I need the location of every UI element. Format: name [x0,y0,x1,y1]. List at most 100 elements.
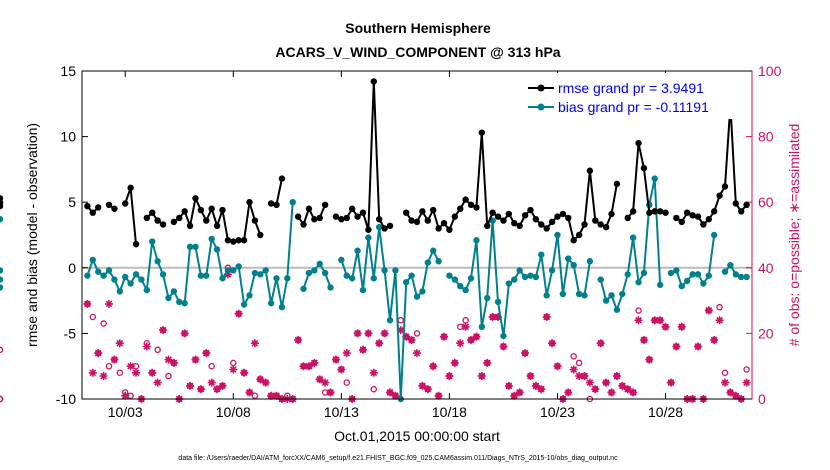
rmse-point [435,225,442,232]
obs-possible-point [743,366,750,373]
obs-assimilated-point [715,316,724,325]
bias-point [154,258,161,265]
obs-assimilated-point [472,332,481,341]
obs-assimilated-point [121,391,130,400]
bias-point [554,231,561,239]
obs-possible-point [154,346,161,354]
bias-point [532,273,540,281]
bias-point [267,300,275,307]
rmse-point [365,226,372,233]
rmse-point [219,206,226,214]
obs-assimilated-point [645,355,654,364]
rmse-point [419,208,426,215]
rmse-point [700,221,707,228]
rmse-point [111,205,118,212]
rmse-point [683,209,691,216]
y-tick-label: -5 [64,325,77,341]
bias-point [408,272,415,279]
y2-axis-label: # of obs: o=possible; ∗=assimilated [786,124,802,347]
rmse-point [132,240,140,248]
obs-assimilated-point [591,385,600,394]
obs-assimilated-point [337,365,346,374]
obs-assimilated-point [531,381,540,390]
x-tick-label: 10/18 [432,404,467,420]
bias-point [316,260,323,268]
x-tick-label: 10/08 [216,404,251,420]
rmse-point [451,213,459,220]
obs-assimilated-point [672,342,681,351]
rmse-point [462,196,469,203]
bias-point [467,275,475,282]
obs-assimilated-point [656,316,665,325]
obs-assimilated-point [207,378,216,387]
bias-point [473,237,480,244]
rmse-point [532,216,540,223]
bias-point [0,276,4,283]
bias-point [381,267,388,274]
rmse-point [640,164,648,172]
bias-point [392,267,399,274]
bias-point [0,284,4,291]
rmse-point [197,206,205,214]
rmse-line [146,211,164,226]
rmse-point [413,218,421,226]
rmse-point [430,206,437,214]
bias-point [197,272,205,279]
legend-marker-rmse [537,84,545,92]
obs-assimilated-point [396,326,405,335]
y-tick-label: 0 [68,260,76,276]
rmse-point [230,238,237,245]
rmse-point [721,183,729,190]
bias-point [700,280,707,287]
rmse-point [629,208,637,215]
y2-tick-label: 60 [758,194,774,210]
rmse-point [467,201,475,209]
obs-assimilated-point [326,388,335,397]
obs-possible-point [635,307,642,314]
obs-assimilated-point [542,313,551,321]
rmse-point [743,201,750,209]
bias-point [559,290,567,298]
rmse-point [246,199,253,206]
bias-point [705,272,712,279]
rmse-point [143,214,151,222]
bias-point [95,268,102,275]
rmse-point [592,217,599,224]
obs-possible-point [208,362,215,370]
rmse-point [635,139,642,147]
obs-possible-point [251,392,259,399]
bias-point [138,276,145,283]
bias-point [727,261,734,269]
rmse-point [737,208,745,215]
obs-assimilated-point [375,339,384,348]
bias-point [732,271,739,278]
bias-point [500,332,507,340]
rmse-point [381,225,388,232]
obs-assimilated-point [380,329,389,338]
bias-point [0,216,4,223]
bias-point [710,231,718,239]
bias-point [737,273,745,281]
obs-possible-point [343,379,351,386]
legend-box [524,73,750,119]
rmse-point [554,213,561,220]
rmse-point [732,200,739,207]
rmse-point [240,237,248,244]
obs-possible-point [100,320,107,327]
rmse-point [370,78,377,85]
rmse-point [565,214,572,222]
bias-point [359,286,367,294]
rmse-point [316,214,323,222]
obs-assimilated-point [710,336,719,344]
bias-point [311,267,318,274]
bias-point [494,298,502,306]
rmse-point [235,237,242,244]
y2-tick-label: 40 [758,260,774,276]
bias-point [338,256,345,264]
bias-point [673,267,680,274]
rmse-point [678,218,685,226]
rmse-point [105,201,113,209]
rmse-point [273,201,280,209]
obs-assimilated-point [83,299,92,308]
rmse-point [575,231,583,239]
